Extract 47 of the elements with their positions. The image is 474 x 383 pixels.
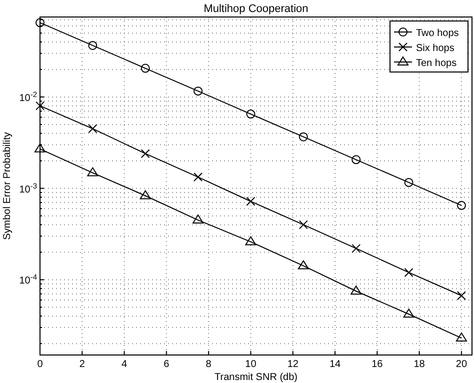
point (88, 124, 98, 134)
point (140, 190, 151, 200)
legend-label: Six hops (416, 43, 454, 54)
point (403, 308, 414, 318)
point (246, 110, 256, 119)
point (298, 260, 309, 270)
point (192, 214, 204, 224)
y-tick-label: 10$^{-2}$ (19, 89, 37, 104)
x-tick-label: 20 (456, 359, 468, 370)
point (456, 200, 466, 210)
point (87, 167, 98, 176)
point (404, 268, 414, 277)
x-tick-label: 12 (287, 359, 299, 370)
x-tick-label: 16 (372, 359, 384, 370)
point (34, 143, 46, 152)
x-axis-title: Transmit SNR (db) (214, 372, 298, 383)
point (245, 236, 256, 246)
point (298, 132, 308, 142)
point (352, 155, 361, 164)
point (350, 286, 362, 295)
legend-label: Two hops (416, 28, 459, 39)
point (36, 101, 44, 110)
point (246, 196, 256, 206)
x-tick-label: 6 (164, 359, 170, 370)
point (404, 178, 414, 187)
y-tick-label: 10$^{-3}$ (19, 180, 37, 196)
point (36, 18, 44, 28)
x-tick-label: 14 (329, 359, 342, 370)
point (194, 172, 203, 182)
point (194, 86, 203, 96)
point (456, 291, 466, 300)
x-tick-label: 4 (122, 359, 128, 370)
x-tick-label: 18 (414, 359, 426, 370)
point (352, 244, 361, 253)
chart-title: Multihop Cooperation (204, 3, 308, 15)
x-tick-label: 0 (37, 359, 44, 370)
y-axis-title: Symbol Error Probability (2, 132, 13, 240)
x-tick-label: 8 (206, 359, 212, 370)
x-tick-label: 2 (79, 359, 86, 370)
x-tick-label: 10 (245, 359, 257, 370)
point (456, 332, 467, 342)
legend-label: Ten hops (416, 58, 457, 69)
point (298, 220, 308, 230)
point (140, 149, 150, 158)
y-tick-label: 10$^{-4}$ (19, 272, 37, 287)
point (88, 40, 98, 50)
point (140, 64, 150, 73)
